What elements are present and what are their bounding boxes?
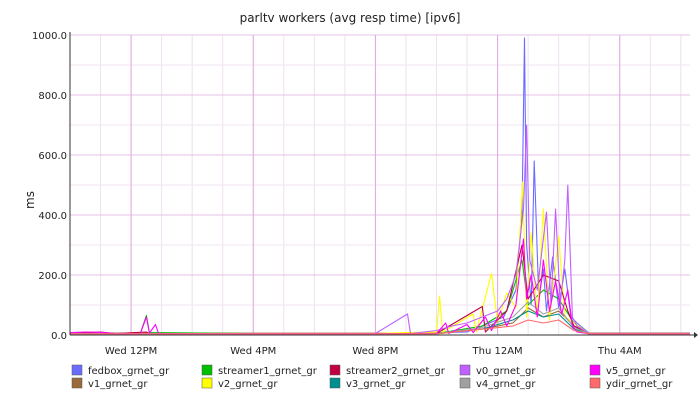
legend-swatch bbox=[459, 364, 471, 376]
x-tick-label: Thu 4AM bbox=[597, 346, 642, 357]
y-tick-label: 1000.0 bbox=[32, 31, 67, 42]
x-tick-label: Wed 8PM bbox=[352, 346, 398, 357]
legend-swatch bbox=[459, 377, 471, 389]
x-axis-arrow bbox=[694, 332, 698, 338]
x-tick-label: Wed 4PM bbox=[230, 346, 276, 357]
plot-area bbox=[69, 37, 690, 335]
legend-label: v1_grnet_gr bbox=[88, 379, 148, 390]
y-tick-label: 600.0 bbox=[38, 151, 67, 162]
legend-label: fedbox_grnet_gr bbox=[88, 366, 170, 377]
legend-swatch bbox=[201, 377, 213, 389]
legend-label: streamer2_grnet_gr bbox=[346, 366, 446, 377]
legend-swatch bbox=[329, 377, 341, 389]
legend-swatch bbox=[329, 364, 341, 376]
legend-label: v0_grnet_gr bbox=[476, 366, 536, 377]
legend-swatch bbox=[589, 364, 601, 376]
legend-label: ydir_grnet_gr bbox=[606, 379, 673, 390]
y-axis-label: ms bbox=[23, 191, 37, 209]
y-tick-label: 400.0 bbox=[38, 211, 67, 222]
y-tick-label: 0.0 bbox=[51, 331, 67, 342]
legend-label: v5_grnet_gr bbox=[606, 366, 666, 377]
chart-title: parltv workers (avg resp time) [ipv6] bbox=[240, 11, 461, 25]
legend-label: streamer1_grnet_gr bbox=[218, 366, 318, 377]
legend: fedbox_grnet_gr v1_grnet_gr streamer1_grne… bbox=[71, 364, 673, 390]
legend-label: v2_grnet_gr bbox=[218, 379, 278, 390]
legend-swatch bbox=[589, 377, 601, 389]
legend-swatch bbox=[71, 364, 83, 376]
legend-label: v4_grnet_gr bbox=[476, 379, 536, 390]
grid bbox=[69, 34, 690, 336]
series-line bbox=[70, 181, 690, 335]
y-tick-label: 800.0 bbox=[38, 91, 67, 102]
y-tick-label: 200.0 bbox=[38, 271, 67, 282]
legend-swatch bbox=[201, 364, 213, 376]
legend-label: v3_grnet_gr bbox=[346, 379, 406, 390]
x-tick-label: Thu 12AM bbox=[472, 346, 523, 357]
series-line bbox=[70, 124, 690, 335]
series-line bbox=[69, 238, 690, 335]
legend-swatch bbox=[71, 377, 83, 389]
x-tick-label: Wed 12PM bbox=[105, 346, 157, 357]
axes: 0.0 200.0 400.0 600.0 800.0 1000.0 Wed 12PM Wed… bbox=[32, 31, 698, 357]
series-line bbox=[70, 319, 690, 335]
